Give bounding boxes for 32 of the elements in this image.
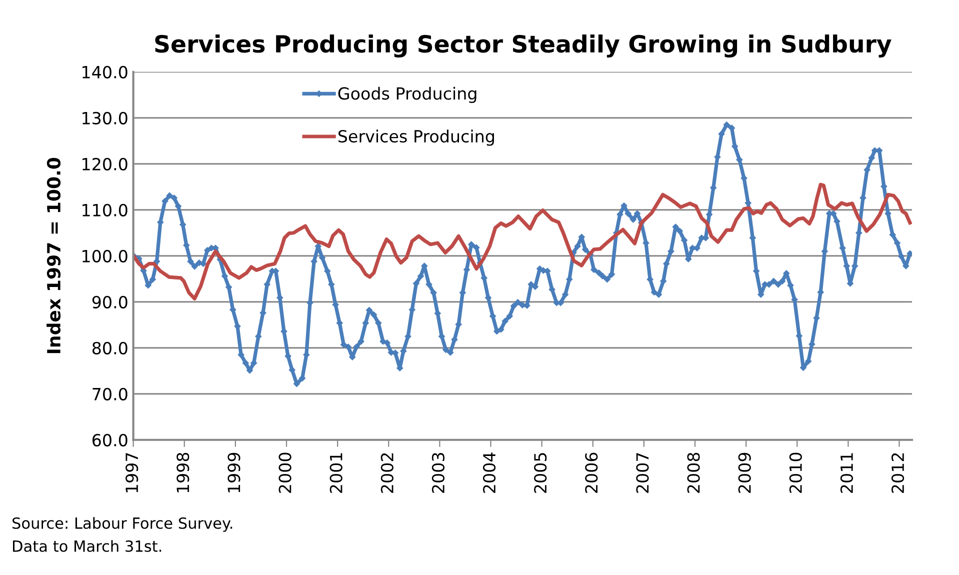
x-tick-label: 2012 <box>891 453 904 493</box>
x-tick-label: 2005 <box>534 453 547 493</box>
x-tick-label: 1997 <box>126 453 138 492</box>
x-tick-label: 1998 <box>176 452 190 492</box>
y-tick-label: 140.0 <box>82 66 128 78</box>
x-tick-label: 2009 <box>738 452 751 493</box>
chart-title: Services Producing Sector Steadily Growing in Sudbury <box>155 34 892 58</box>
x-tick-label: 2006 <box>585 452 598 493</box>
text: Data to March 31st. <box>13 540 162 552</box>
y-tick-label: 60.0 <box>92 434 128 446</box>
y-tick-label: 80.0 <box>92 342 128 354</box>
x-tick-label: 2002 <box>380 453 394 493</box>
y-tick-label: 120.0 <box>82 158 128 170</box>
legend-label: Goods Producing <box>338 86 476 104</box>
y-axis-title: Index 1997 = 100.0 <box>46 158 61 354</box>
x-tick-label: 2011 <box>840 453 854 493</box>
x-tick-label: 2007 <box>636 453 649 493</box>
x-tick-label: 1999 <box>228 452 240 492</box>
y-tick-label: 110.0 <box>82 204 128 216</box>
source-note: Source: Labour Force Survey. <box>12 517 232 532</box>
x-tick-label: 2008 <box>687 452 700 493</box>
y-tick-label: 70.0 <box>92 388 128 400</box>
x-tick-label: 2004 <box>482 452 496 493</box>
y-tick-label: 90.0 <box>92 296 128 308</box>
x-tick-label: 2001 <box>330 453 342 493</box>
x-tick-label: 2000 <box>278 452 292 493</box>
line-series <box>133 182 912 300</box>
x-tick-label: 2003 <box>432 453 445 493</box>
y-tick-label: 130.0 <box>82 112 128 124</box>
x-tick-label: 2010 <box>789 452 802 493</box>
y-tick-label: 100.0 <box>82 250 128 262</box>
legend-label: Services Producing <box>338 130 494 146</box>
